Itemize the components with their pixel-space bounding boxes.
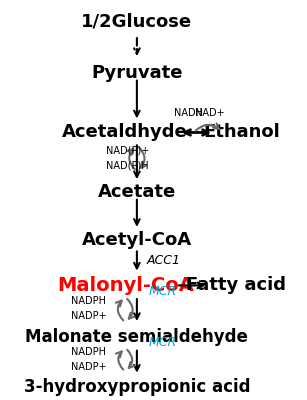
Text: NADPH: NADPH	[72, 347, 107, 357]
Text: NADH: NADH	[174, 108, 203, 118]
Text: Acetyl-CoA: Acetyl-CoA	[82, 231, 192, 249]
Text: NAD+: NAD+	[195, 108, 225, 118]
Text: NADP+: NADP+	[72, 362, 107, 372]
Text: NADPH: NADPH	[72, 296, 107, 306]
Text: Pyruvate: Pyruvate	[91, 64, 183, 82]
Text: Fatty acid: Fatty acid	[186, 276, 286, 294]
Text: Acetaldhyde: Acetaldhyde	[62, 124, 188, 142]
Text: Acetate: Acetate	[98, 183, 176, 201]
Text: MCR: MCR	[149, 285, 177, 298]
Text: NAD(P)+: NAD(P)+	[106, 146, 150, 156]
Text: 1/2Glucose: 1/2Glucose	[81, 12, 192, 30]
Text: ACC1: ACC1	[147, 254, 181, 267]
Text: Malonyl-CoA: Malonyl-CoA	[57, 276, 194, 295]
Text: Ethanol: Ethanol	[203, 124, 280, 142]
Text: 3-hydroxypropionic acid: 3-hydroxypropionic acid	[24, 378, 250, 396]
Text: NAD(P)H: NAD(P)H	[106, 161, 149, 171]
Text: Malonate semialdehyde: Malonate semialdehyde	[25, 328, 248, 346]
Text: NADP+: NADP+	[72, 311, 107, 321]
Text: MCR: MCR	[149, 336, 177, 350]
